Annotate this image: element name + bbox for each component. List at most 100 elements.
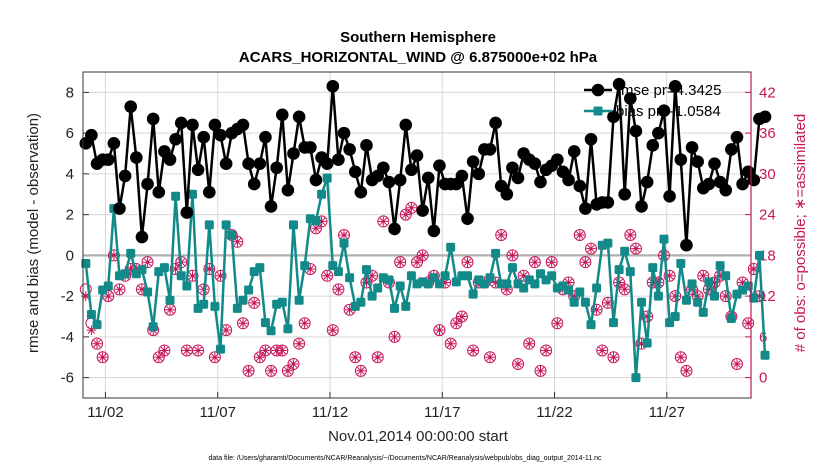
assimilated-obs-point bbox=[255, 352, 265, 363]
assimilated-obs-point bbox=[614, 277, 624, 288]
rmse-point bbox=[236, 118, 250, 132]
assimilated-obs-point bbox=[406, 203, 417, 213]
bias-point bbox=[210, 301, 220, 311]
bias-point bbox=[199, 299, 209, 309]
rmse-point bbox=[725, 143, 738, 156]
possible-obs-point bbox=[512, 358, 525, 371]
bias-point bbox=[86, 309, 96, 319]
possible-obs-point bbox=[730, 358, 743, 371]
bias-point bbox=[322, 173, 332, 183]
assimilated-obs-point bbox=[468, 345, 478, 356]
rmse-point bbox=[506, 161, 519, 175]
rmse-point bbox=[719, 183, 733, 197]
assimilated-obs-point bbox=[749, 264, 759, 274]
rmse-point bbox=[309, 173, 323, 187]
assimilated-obs-point bbox=[232, 237, 243, 247]
possible-obs-point bbox=[607, 351, 620, 364]
legend: rmse pr=4.3425 bias pr=-1.0584 bbox=[584, 82, 721, 120]
rmse-point bbox=[354, 185, 368, 199]
possible-obs-point bbox=[349, 351, 362, 364]
bias-point bbox=[642, 338, 652, 348]
bias-point bbox=[171, 191, 181, 201]
bias-point bbox=[126, 248, 136, 258]
rmse-point bbox=[618, 187, 631, 201]
rmse-point bbox=[247, 177, 261, 191]
assimilated-obs-point bbox=[546, 257, 557, 267]
assimilated-obs-point bbox=[86, 325, 97, 335]
rmse-point bbox=[101, 153, 115, 166]
rmse-point bbox=[652, 126, 665, 140]
bias-point bbox=[698, 307, 708, 317]
bias-point bbox=[159, 263, 169, 273]
rmse-point bbox=[567, 145, 581, 158]
rmse-point bbox=[427, 224, 441, 238]
bias-point bbox=[294, 295, 304, 305]
possible-obs-point bbox=[551, 317, 564, 330]
legend-bias-label: bias pr=-1.0584 bbox=[616, 103, 721, 120]
y-right-tick-label: 0 bbox=[759, 370, 767, 387]
bias-point bbox=[446, 242, 456, 252]
bias-point bbox=[580, 297, 590, 307]
rmse-point bbox=[393, 173, 407, 187]
bias-point bbox=[216, 344, 226, 354]
rmse-point bbox=[674, 153, 688, 166]
possible-obs-point bbox=[388, 330, 401, 343]
plot-area: 11/02 11/07 11/12 11/17 11/22 11/27-6-4-20246… bbox=[61, 71, 776, 421]
assimilated-obs-point bbox=[619, 284, 630, 295]
rmse-point bbox=[174, 116, 188, 130]
bias-point bbox=[575, 287, 585, 297]
possible-obs-point bbox=[298, 317, 311, 330]
possible-obs-point bbox=[719, 290, 732, 303]
bias-point bbox=[620, 246, 630, 256]
assimilated-obs-point bbox=[535, 366, 546, 376]
assimilated-obs-point bbox=[586, 243, 596, 254]
rmse-point bbox=[152, 185, 166, 199]
rmse-point bbox=[584, 132, 598, 146]
possible-obs-point bbox=[248, 296, 261, 309]
rmse-point bbox=[680, 238, 693, 252]
x-tick-label: 11/17 bbox=[424, 404, 460, 421]
rmse-point bbox=[601, 196, 615, 209]
assimilated-obs-point bbox=[299, 318, 310, 329]
assimilated-obs-point bbox=[625, 230, 636, 240]
assimilated-obs-point bbox=[412, 257, 422, 267]
rmse-point bbox=[348, 165, 362, 179]
rmse-point bbox=[275, 108, 289, 122]
bias-point bbox=[440, 271, 450, 281]
rmse-point bbox=[416, 204, 429, 217]
assimilated-obs-point bbox=[361, 277, 372, 288]
rmse-point bbox=[646, 139, 660, 152]
rmse-point bbox=[579, 202, 592, 215]
rmse-point bbox=[410, 149, 424, 162]
assimilated-obs-point bbox=[294, 338, 304, 349]
x-axis-label: Nov.01,2014 00:00:00 start bbox=[328, 428, 509, 445]
possible-obs-point bbox=[242, 364, 255, 377]
assimilated-obs-point bbox=[434, 325, 445, 335]
assimilated-obs-point bbox=[316, 216, 327, 227]
bias-point bbox=[345, 273, 355, 283]
assimilated-obs-point bbox=[440, 277, 450, 288]
rmse-point bbox=[405, 163, 418, 177]
bias-point bbox=[227, 230, 237, 240]
y-tick-label: -6 bbox=[61, 370, 74, 387]
rmse-point bbox=[747, 173, 761, 187]
possible-obs-point bbox=[579, 256, 592, 269]
rmse-point bbox=[113, 202, 126, 215]
bias-point bbox=[608, 318, 618, 328]
bias-point bbox=[530, 279, 540, 289]
assimilated-obs-point bbox=[305, 264, 316, 274]
bias-point bbox=[204, 220, 214, 230]
assimilated-obs-point bbox=[372, 352, 383, 363]
y-tick-label: 0 bbox=[66, 247, 74, 264]
x-tick-label: 11/22 bbox=[536, 404, 572, 421]
rmse-point bbox=[461, 212, 474, 225]
assimilated-obs-point bbox=[603, 298, 613, 308]
possible-obs-point bbox=[293, 337, 306, 350]
rmse-point bbox=[629, 124, 643, 138]
bias-point bbox=[547, 271, 557, 281]
rmse-point bbox=[730, 130, 744, 144]
assimilated-obs-point bbox=[109, 250, 119, 261]
assimilated-obs-point bbox=[569, 291, 579, 301]
chart-title: Southern Hemisphere bbox=[340, 29, 496, 46]
assimilated-obs-point bbox=[204, 264, 215, 274]
